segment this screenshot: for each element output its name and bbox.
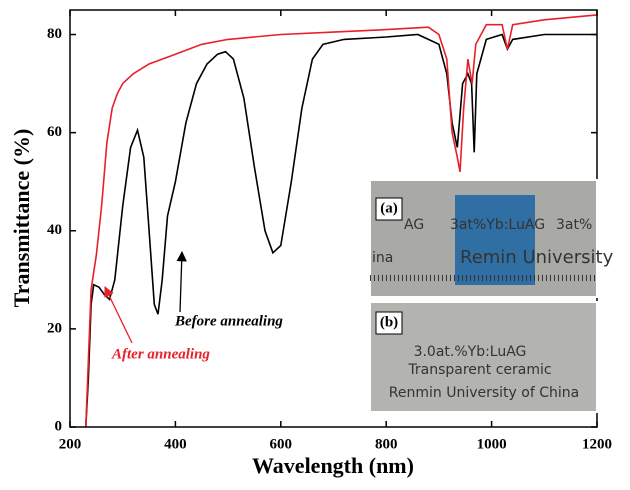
photo-text: ina xyxy=(372,250,393,266)
photo-text: Remin University xyxy=(460,247,614,268)
y-tick-label: 60 xyxy=(47,124,62,140)
series-line xyxy=(85,14,598,428)
annotation: After annealing xyxy=(111,346,210,362)
inset-label: (b) xyxy=(380,314,398,330)
annotation: Before annealing xyxy=(174,313,283,329)
x-tick-label: 600 xyxy=(270,436,293,452)
x-axis-label: Wavelength (nm) xyxy=(252,453,414,478)
inset-a: (a) AG 3at%Yb:LuAG 3at% ina Remin Univer… xyxy=(369,179,614,298)
label-box xyxy=(375,311,403,335)
photo-text: 3at%Yb:LuAG xyxy=(450,217,545,233)
y-tick-label: 0 xyxy=(55,418,63,434)
arrow xyxy=(176,250,187,313)
label-box xyxy=(375,197,403,221)
inset-b: (b) 3.0at.%Yb:LuAG Transparent ceramic R… xyxy=(369,301,598,413)
sample-a xyxy=(455,195,535,285)
y-tick-label: 80 xyxy=(47,26,62,42)
x-tick-label: 800 xyxy=(375,436,398,452)
series-line xyxy=(85,33,597,428)
x-tick-label: 1200 xyxy=(582,436,612,452)
inset-label: (a) xyxy=(380,200,398,216)
photo-text: Transparent ceramic xyxy=(407,362,551,378)
photo-text: 3.0at.%Yb:LuAG xyxy=(414,344,527,360)
arrow xyxy=(104,286,133,344)
x-tick-label: 400 xyxy=(164,436,187,452)
y-axis-label: Transmittance (%) xyxy=(9,129,34,308)
photo-text: 3at% xyxy=(556,217,592,233)
y-tick-label: 20 xyxy=(47,320,62,336)
photo-text: Renmin University of China xyxy=(389,385,579,401)
photo-text: AG xyxy=(404,217,424,233)
x-tick-label: 200 xyxy=(59,436,82,452)
photo-b xyxy=(369,301,598,413)
x-tick-label: 1000 xyxy=(477,436,507,452)
y-tick-label: 40 xyxy=(47,222,62,238)
